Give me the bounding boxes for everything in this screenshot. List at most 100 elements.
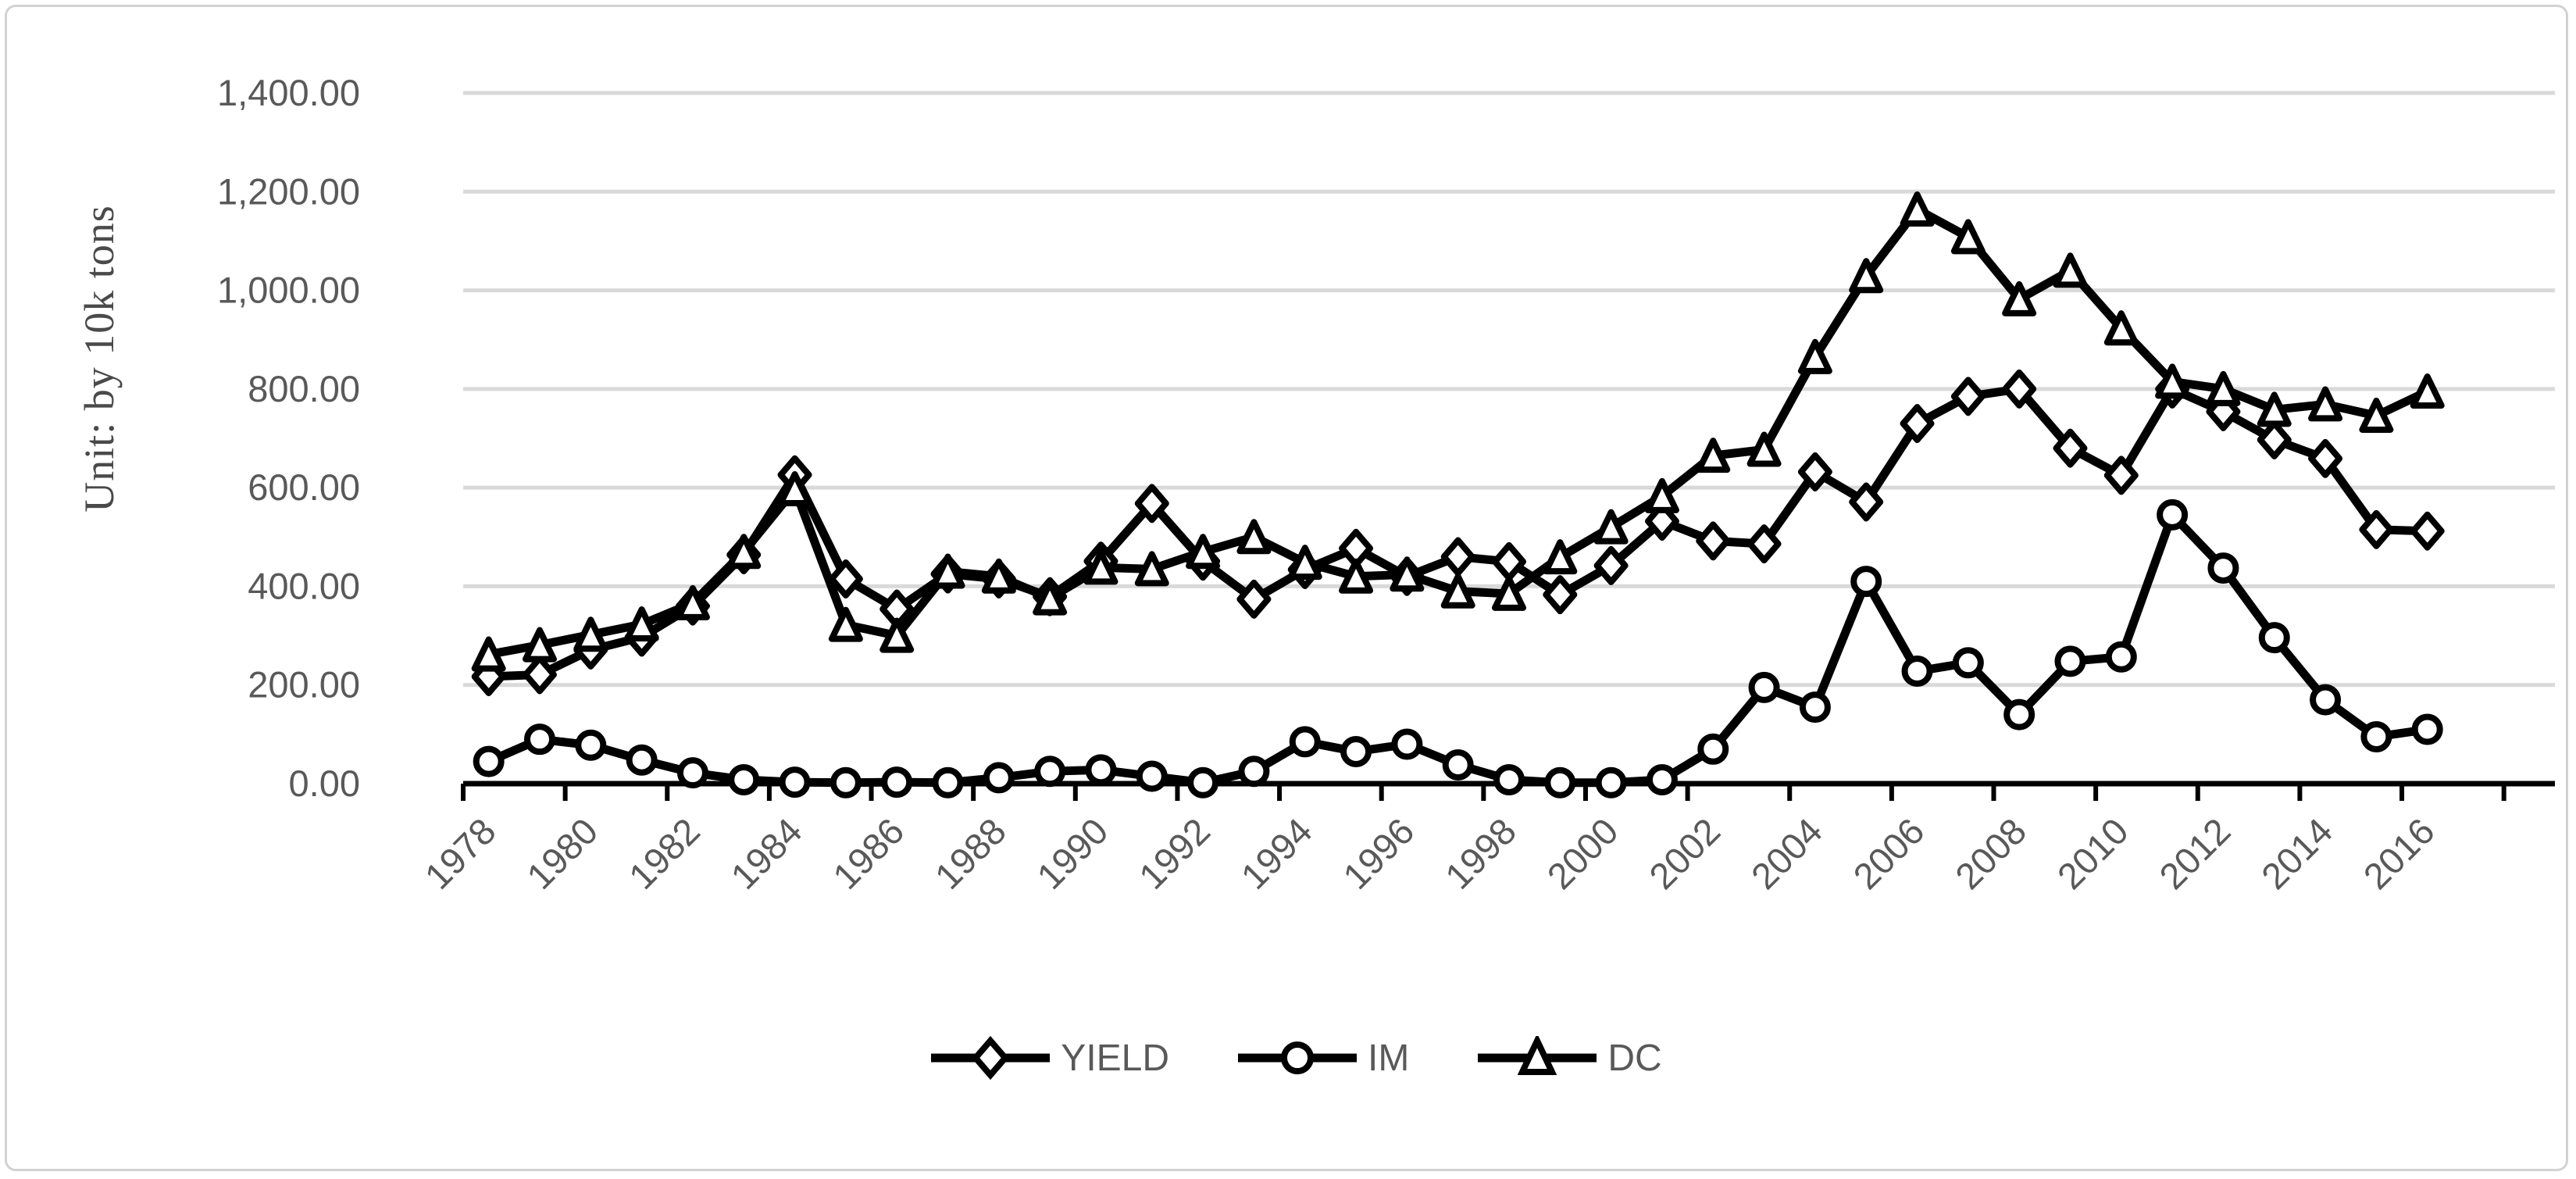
triangle-marker	[930, 553, 965, 589]
x-tick-label: 1978	[416, 810, 503, 897]
circle-marker	[1289, 726, 1321, 758]
circle-marker	[1034, 756, 1066, 788]
diamond-marker	[2410, 511, 2445, 551]
triangle-marker	[2308, 386, 2343, 422]
line-chart: 0.00 200.00 400.00 600.00 800.00 1,000.00 1,20…	[217, 72, 2555, 897]
legend-label-im: IM	[1368, 1037, 1410, 1079]
legend-item-im: IM	[1235, 1036, 1409, 1080]
y-tick-label: 800.00	[248, 368, 360, 409]
x-tick-label: 2012	[2151, 810, 2238, 897]
triangle-marker	[981, 558, 1016, 594]
circle-marker	[473, 745, 505, 777]
triangle-marker	[2359, 397, 2394, 433]
triangle-marker	[1492, 575, 1526, 611]
x-tick-label: 1998	[1437, 810, 1524, 897]
circle-marker	[983, 762, 1015, 794]
y-axis-title-text: Unit: by 10k tons	[76, 205, 123, 513]
circle-marker	[779, 766, 811, 799]
circle-marker	[1136, 760, 1168, 792]
diamond-marker	[1593, 545, 1629, 585]
legend: YIELD IM DC	[7, 1015, 2576, 1101]
triangle-marker	[1186, 534, 1221, 570]
x-tick-label: 1988	[926, 810, 1013, 897]
diamond-marker-icon	[931, 1036, 1051, 1080]
x-tick-label: 1990	[1029, 810, 1115, 897]
diamond-marker	[1900, 404, 1935, 444]
triangle-marker	[2410, 373, 2445, 409]
circle-marker	[2258, 622, 2290, 654]
series-line-yield	[484, 384, 2432, 681]
triangle-marker	[828, 606, 863, 642]
circle-marker	[881, 766, 913, 799]
y-tick-label: 200.00	[248, 664, 360, 706]
diamond-marker	[1696, 521, 1731, 561]
x-tick-label: 2010	[2049, 810, 2135, 897]
legend-label-yield: YIELD	[1061, 1037, 1170, 1079]
triangle-marker	[1797, 338, 1832, 374]
y-tick-label: 1,400.00	[217, 72, 360, 113]
diamond-marker	[2053, 428, 2088, 468]
triangle-marker	[1644, 477, 1679, 513]
x-tick-label: 2004	[1743, 810, 1830, 897]
diamond-marker	[2002, 369, 2037, 409]
diamond-marker	[2257, 420, 2292, 459]
x-tick-label: 1992	[1131, 810, 1218, 897]
circle-marker	[2003, 698, 2035, 731]
diamond-marker	[1746, 524, 1782, 564]
circle-marker	[1544, 766, 1576, 799]
x-axis-tick-labels: 1978 1980 1982 1984 1986 1988 1990 1992 1994 1996…	[416, 810, 2442, 897]
diamond-marker	[2103, 456, 2139, 495]
circle-marker	[830, 766, 862, 799]
diamond-marker	[1440, 537, 1475, 577]
triangle-marker	[471, 636, 506, 672]
diamond-marker	[1950, 377, 1986, 416]
triangle-marker	[1696, 438, 1731, 473]
series-markers-yield	[471, 369, 2445, 696]
diamond-marker	[1797, 452, 1832, 491]
triangle-marker	[1339, 558, 1374, 594]
circle-marker	[932, 766, 964, 799]
circle-marker	[1340, 735, 1372, 767]
triangle-marker	[1849, 258, 1884, 294]
circle-marker	[2310, 684, 2342, 716]
x-tick-label: 1996	[1335, 810, 1422, 897]
circle-marker	[1187, 766, 1219, 799]
triangle-marker	[1950, 219, 1986, 255]
series-markers-dc	[471, 191, 2445, 672]
circle-marker	[1646, 763, 1678, 795]
y-axis-tick-labels: 0.00 200.00 400.00 600.00 800.00 1,000.00 1,20…	[217, 72, 360, 804]
series-markers-im	[473, 498, 2443, 799]
triangle-marker	[1083, 549, 1119, 585]
triangle-marker	[777, 471, 812, 507]
y-tick-label: 400.00	[248, 565, 360, 606]
circle-marker	[1085, 754, 1117, 786]
gridlines	[463, 91, 2555, 688]
diamond-marker	[522, 655, 557, 695]
diamond-marker	[1236, 579, 1272, 619]
circle-marker	[2105, 641, 2137, 673]
circle-marker	[1391, 728, 1423, 760]
circle-marker	[1901, 656, 1933, 688]
triangle-marker	[879, 617, 915, 653]
circle-marker	[1595, 766, 1627, 799]
triangle-marker	[1390, 556, 1425, 592]
legend-item-dc: DC	[1475, 1036, 1662, 1080]
y-axis-title: Unit: by 10k tons	[76, 140, 123, 577]
chart-frame: 0.00 200.00 400.00 600.00 800.00 1,000.00 1,20…	[5, 5, 2568, 1171]
circle-marker	[575, 729, 607, 761]
legend-item-yield: YIELD	[928, 1036, 1169, 1080]
x-tick-label: 2008	[1947, 810, 2034, 897]
circle-marker	[1697, 733, 1729, 765]
triangle-marker	[1134, 551, 1169, 587]
circle-marker	[1850, 566, 1882, 598]
triangle-marker-icon	[1478, 1036, 1597, 1075]
x-tick-label: 1986	[825, 810, 912, 897]
x-tick-label: 1982	[621, 810, 708, 897]
x-tick-label: 1994	[1233, 810, 1319, 897]
y-tick-label: 600.00	[248, 466, 360, 508]
triangle-marker	[2053, 252, 2088, 288]
x-tick-label: 2014	[2253, 810, 2340, 897]
triangle-marker	[1287, 545, 1322, 581]
diamond-marker	[1134, 484, 1169, 523]
triangle-marker	[624, 606, 659, 642]
